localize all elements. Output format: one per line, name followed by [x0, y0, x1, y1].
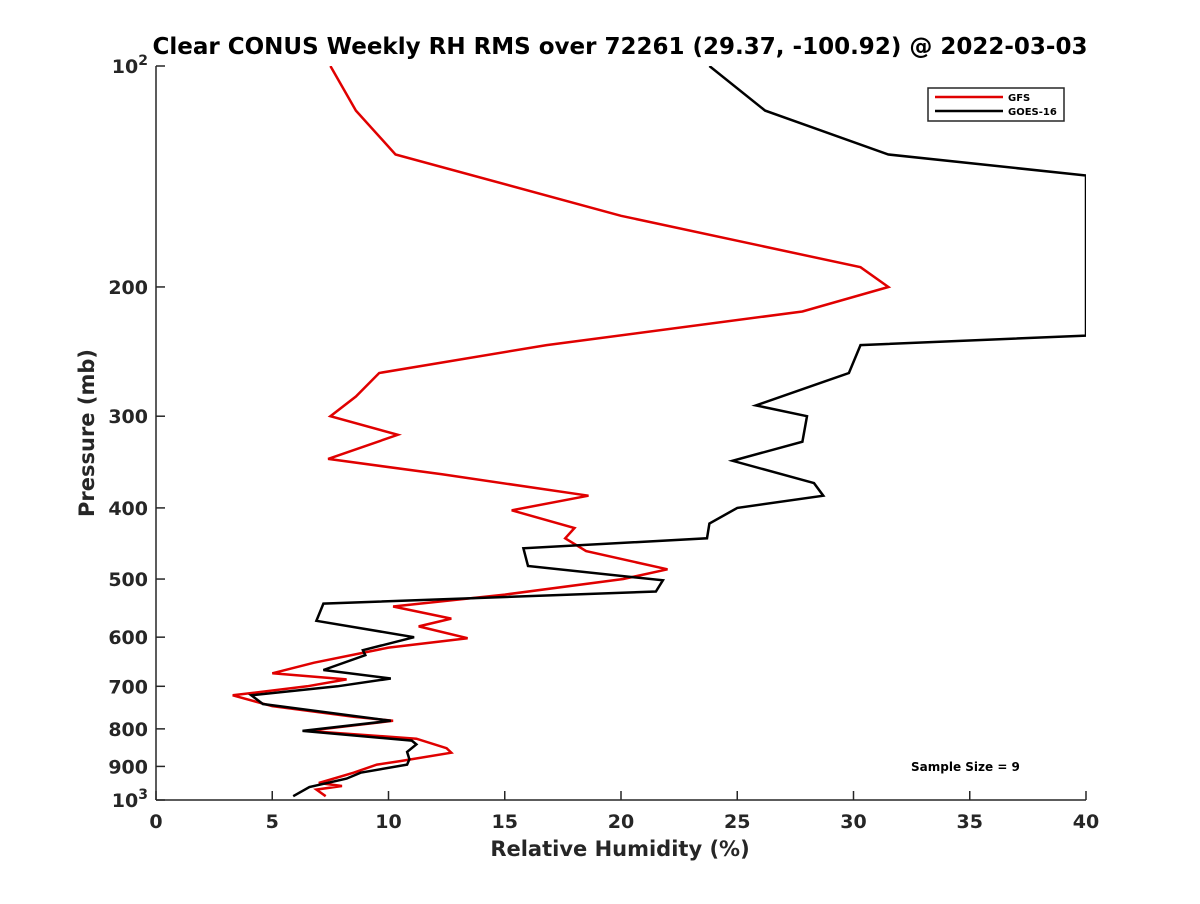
axes-layer: 0 5 10 15 20 25 30 35 40 102 200 300 400 500 600 700 800…: [108, 53, 1099, 833]
series-line-gfs: [232, 66, 892, 798]
y-tick-label: 900: [108, 756, 148, 778]
x-tick-label: 35: [957, 811, 983, 833]
series-line-goes16: [248, 66, 1086, 798]
x-tick-label: 25: [724, 811, 750, 833]
x-tick-label: 15: [492, 811, 518, 833]
y-tick-label: 102: [112, 53, 148, 78]
y-tick-label: 300: [108, 406, 148, 428]
y-tick-label: 800: [108, 719, 148, 741]
x-tick-label: 40: [1073, 811, 1099, 833]
y-tick-label: 500: [108, 569, 148, 591]
x-tick-label: 5: [266, 811, 279, 833]
legend-label-gfs: GFS: [1008, 93, 1030, 104]
x-tick-label: 10: [375, 811, 401, 833]
y-tick-label: 700: [108, 676, 148, 698]
chart-title: Clear CONUS Weekly RH RMS over 72261 (29…: [153, 34, 1088, 60]
y-tick-label: 600: [108, 627, 148, 649]
x-tick-label: 0: [149, 811, 162, 833]
y-tick-label: 400: [108, 498, 148, 520]
y-tick-label: 200: [108, 277, 148, 299]
y-axis-label: Pressure (mb): [75, 349, 99, 517]
legend: GFS GOES-16: [927, 87, 1065, 122]
x-tick-label: 20: [608, 811, 634, 833]
legend-box: [927, 87, 1065, 122]
legend-label-goes16: GOES-16: [1008, 107, 1057, 118]
x-axis-label: Relative Humidity (%): [490, 837, 749, 861]
series-layer: [232, 66, 1086, 798]
x-tick-label: 30: [840, 811, 866, 833]
sample-size-annotation: Sample Size = 9: [911, 760, 1020, 774]
